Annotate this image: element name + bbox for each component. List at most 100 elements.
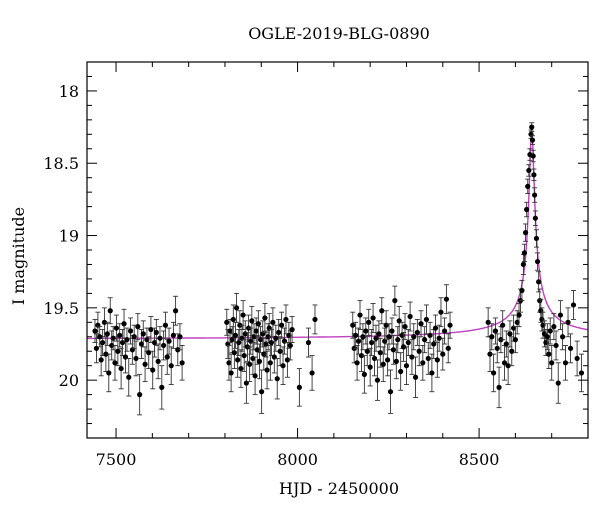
data-point [97, 326, 103, 348]
data-point [522, 223, 529, 242]
data-marker [425, 355, 431, 362]
data-marker [361, 371, 367, 377]
data-point [104, 321, 110, 346]
data-marker [262, 315, 268, 321]
data-marker [265, 334, 271, 340]
data-point [107, 297, 113, 325]
data-point [274, 358, 280, 400]
data-marker [146, 350, 152, 356]
data-marker [124, 337, 130, 343]
data-point [529, 122, 535, 132]
data-point [418, 310, 424, 338]
data-point [240, 300, 246, 330]
data-point [228, 353, 234, 393]
data-marker [133, 355, 139, 362]
data-point [353, 321, 359, 349]
data-point [441, 317, 448, 345]
data-marker [565, 319, 571, 325]
data-marker [104, 331, 110, 337]
data-point [434, 342, 440, 378]
data-marker [135, 324, 141, 330]
data-marker [144, 337, 150, 343]
data-marker [520, 261, 526, 268]
data-point [520, 253, 526, 276]
data-marker [228, 370, 234, 376]
data-point [153, 318, 159, 346]
data-marker [353, 332, 359, 338]
data-marker [516, 312, 522, 318]
data-point [524, 201, 530, 218]
y-tick-label: 18 [59, 82, 79, 101]
data-point [496, 366, 502, 409]
data-marker [115, 348, 121, 354]
data-point [305, 327, 312, 358]
data-marker [373, 335, 379, 341]
data-marker [555, 380, 561, 386]
data-point [226, 344, 232, 381]
data-point [283, 304, 289, 335]
data-marker [567, 345, 574, 351]
data-marker [386, 334, 392, 340]
data-marker [287, 342, 293, 349]
data-marker [578, 370, 585, 376]
data-marker [432, 325, 439, 331]
data-point [179, 344, 185, 381]
data-marker [350, 322, 356, 328]
data-point [150, 350, 156, 390]
data-point [370, 303, 376, 333]
data-marker [366, 319, 372, 325]
data-point [447, 311, 453, 339]
data-point [532, 187, 538, 203]
data-marker [438, 309, 444, 315]
data-marker [241, 352, 247, 359]
data-marker [487, 351, 493, 357]
data-point [312, 304, 318, 335]
data-marker [443, 296, 450, 302]
data-marker [489, 334, 495, 340]
data-marker [166, 338, 172, 344]
data-marker [525, 183, 531, 189]
data-marker [385, 357, 391, 363]
data-point [366, 308, 372, 336]
data-marker [507, 331, 513, 337]
data-marker [117, 332, 123, 338]
data-marker [150, 367, 156, 373]
data-marker [549, 360, 555, 366]
data-marker [445, 345, 451, 351]
data-marker [236, 339, 242, 346]
data-point [429, 353, 435, 393]
data-marker [100, 339, 106, 346]
data-point [533, 229, 540, 248]
data-point [412, 356, 419, 398]
data-point [103, 336, 109, 372]
data-marker [532, 215, 538, 221]
data-marker [305, 339, 312, 346]
axes-layer: 7500 8000 8500 18 18.5 19 19.5 20 [43, 61, 589, 469]
data-point [106, 353, 112, 393]
data-marker [436, 335, 442, 341]
data-point [241, 339, 247, 372]
data-point [373, 324, 379, 352]
data-marker [377, 350, 383, 356]
data-point [559, 323, 566, 351]
y-tick-label: 18.5 [43, 154, 79, 173]
data-marker [400, 344, 407, 350]
data-marker [546, 351, 552, 357]
data-marker [296, 384, 302, 390]
data-marker [118, 365, 124, 372]
data-marker [402, 324, 408, 330]
data-marker [277, 348, 283, 354]
data-marker [162, 322, 169, 328]
data-point [494, 333, 500, 364]
data-point [547, 317, 553, 345]
data-marker [261, 351, 267, 357]
data-point [236, 329, 242, 357]
data-marker [392, 298, 398, 304]
data-point [402, 313, 408, 341]
data-point [534, 252, 541, 271]
data-marker [112, 360, 118, 366]
data-marker [164, 354, 170, 360]
data-marker [387, 389, 394, 395]
data-marker [140, 331, 146, 337]
